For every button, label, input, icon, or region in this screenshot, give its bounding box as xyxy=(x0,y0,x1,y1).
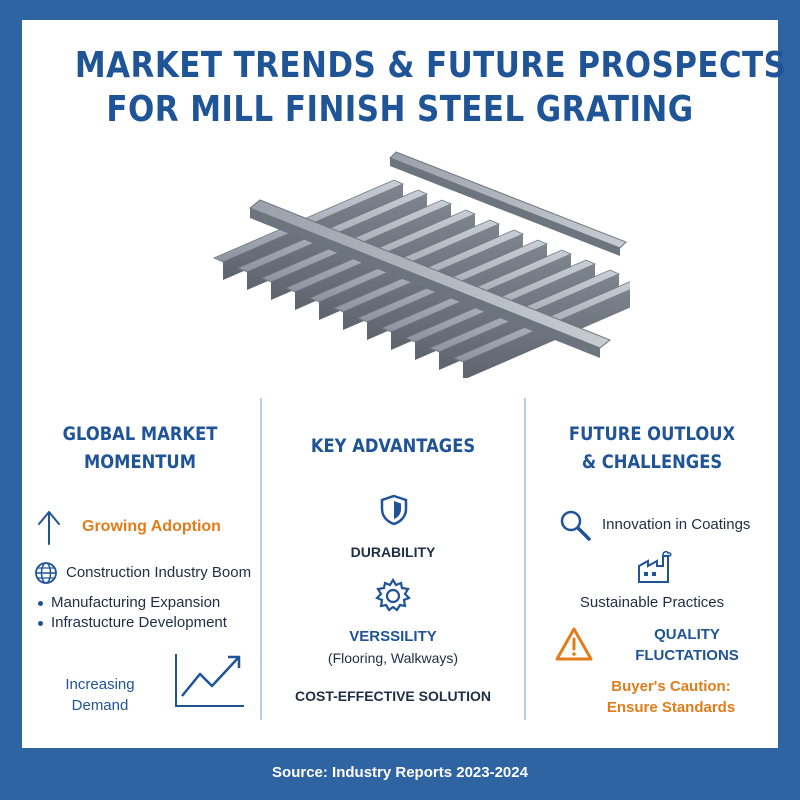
trend-chart-icon xyxy=(175,654,244,707)
column-divider-1 xyxy=(260,398,262,720)
cost-effective-label: COST-EFFECTIVE SOLUTION xyxy=(294,688,491,704)
title-line-1: MARKET TRENDS & FUTURE PROSPECTS xyxy=(74,45,787,86)
global-market-heading-1: GLOBAL MARKET xyxy=(62,423,218,445)
column-divider-2 xyxy=(524,398,526,720)
versatility-sub: (Flooring, Walkways) xyxy=(327,650,459,666)
warning-icon xyxy=(555,627,593,661)
up-arrow-icon xyxy=(38,511,60,545)
future-outlook-heading-2: & CHALLENGES xyxy=(581,451,723,473)
durability-label: DURABILITY xyxy=(350,544,436,560)
future-outlook-column: FUTURE OUTLOUX & CHALLENGES Innovation i… xyxy=(526,398,778,718)
factory-icon xyxy=(638,550,672,583)
gear-icon xyxy=(375,578,411,612)
title-line-2: FOR MILL FINISH STEEL GRATING xyxy=(106,89,694,130)
shield-icon xyxy=(380,494,408,526)
globe-icon xyxy=(35,562,57,584)
sustainable-practices-label: Sustainable Practices xyxy=(579,594,725,611)
innovation-coatings-label: Innovation in Coatings xyxy=(602,516,751,533)
bullet-infrastructure: Infrastucture Development xyxy=(38,614,227,631)
page-title: MARKET TRENDS & FUTURE PROSPECTS FOR MIL… xyxy=(74,44,787,132)
key-advantages-heading: KEY ADVANTAGES xyxy=(310,435,476,457)
growing-adoption-label: Growing Adoption xyxy=(82,518,221,535)
steel-grating-image xyxy=(213,151,630,378)
infographic-panel: MARKET TRENDS & FUTURE PROSPECTS FOR MIL… xyxy=(22,20,787,748)
bullet-manufacturing: Manufacturing Expansion xyxy=(38,594,220,611)
source-footer: Source: Industry Reports 2023-2024 xyxy=(272,764,528,781)
increasing-demand-label: Increasing Demand xyxy=(65,676,135,714)
quality-fluctuations-label: QUALITY FLUCTATIONS xyxy=(635,626,739,664)
construction-boom-label: Construction Industry Boom xyxy=(66,564,252,581)
buyers-caution-label: Buyer's Caution: Ensure Standards xyxy=(606,678,736,716)
versatility-label: VERSSILITY xyxy=(349,628,437,645)
magnifier-icon xyxy=(560,510,591,541)
key-advantages-column: KEY ADVANTAGES DURABILITY VERSSILITY (Fl… xyxy=(262,398,524,718)
global-market-heading-2: MOMENTUM xyxy=(84,451,196,473)
global-market-column: GLOBAL MARKET MOMENTUM Growing Adoption … xyxy=(22,398,258,718)
future-outlook-heading-1: FUTURE OUTLOUX xyxy=(568,423,736,445)
